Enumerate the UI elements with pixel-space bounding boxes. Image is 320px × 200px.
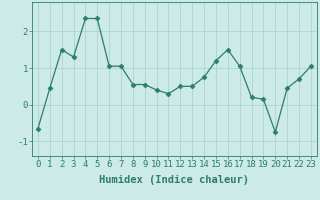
X-axis label: Humidex (Indice chaleur): Humidex (Indice chaleur) <box>100 175 249 185</box>
